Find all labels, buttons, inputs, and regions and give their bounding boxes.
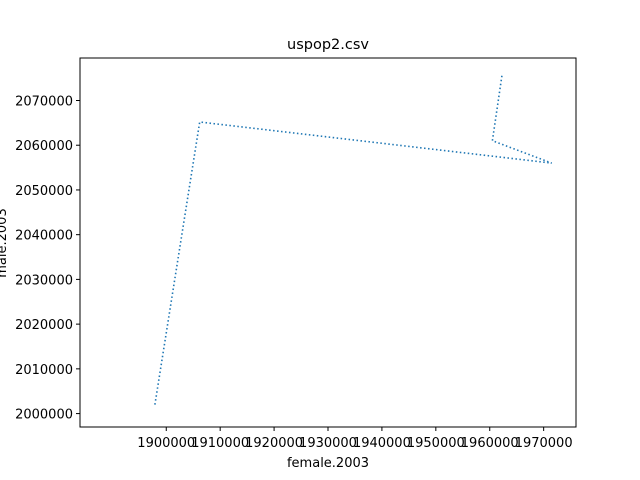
y-tick-label: 2010000 <box>15 363 73 378</box>
y-tick-label: 2030000 <box>15 273 73 288</box>
plot-lines <box>154 74 552 405</box>
y-tick-label: 2000000 <box>15 408 73 423</box>
x-tick-label: 1960000 <box>461 436 519 451</box>
series-line <box>154 74 552 405</box>
y-tick-label: 2060000 <box>15 139 73 154</box>
x-axis-label: female.2003 <box>287 456 369 471</box>
x-tick-label: 1940000 <box>353 436 411 451</box>
y-tick-label: 2020000 <box>15 318 73 333</box>
y-tick-label: 2070000 <box>15 94 73 109</box>
y-tick-label: 2050000 <box>15 184 73 199</box>
x-tick-label: 1910000 <box>191 436 249 451</box>
x-axis: 1900000191000019200001930000194000019500… <box>137 427 573 451</box>
x-tick-label: 1930000 <box>299 436 357 451</box>
x-tick-label: 1950000 <box>407 436 465 451</box>
x-tick-label: 1920000 <box>245 436 303 451</box>
chart-title: uspop2.csv <box>287 37 369 53</box>
y-axis: 2000000 2010000 2020000 2030000 2040000 20500… <box>15 94 80 423</box>
y-axis-label: male.2003 <box>0 208 10 277</box>
x-tick-label: 1900000 <box>137 436 195 451</box>
x-tick-label: 1970000 <box>515 436 573 451</box>
y-tick-label: 2040000 <box>15 229 73 244</box>
